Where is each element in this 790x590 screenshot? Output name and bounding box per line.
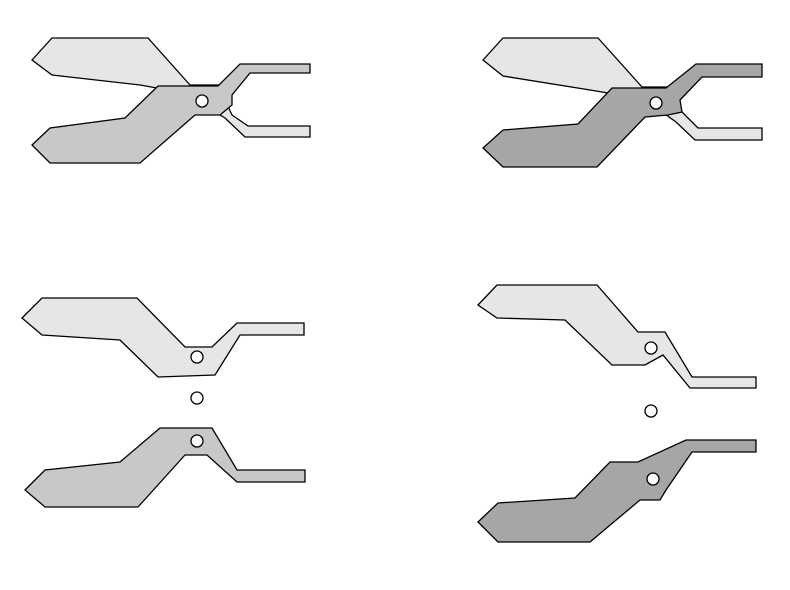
- upper-handle-part: [21, 297, 305, 378]
- pivot-pin: [644, 404, 658, 418]
- lower-handle-part: [31, 63, 311, 164]
- panel-assembled-medium: [31, 37, 311, 164]
- pivot-hole: [190, 350, 204, 364]
- lower-handle-part: [24, 427, 306, 508]
- pivot-hole: [649, 96, 663, 110]
- pivot-hole: [190, 434, 204, 448]
- pivot-pin: [190, 391, 204, 405]
- pivot-hole: [195, 94, 209, 108]
- upper-handle-part: [477, 284, 757, 389]
- panel-exploded-medium: [21, 297, 306, 508]
- pivot-hole: [646, 472, 660, 486]
- panel-exploded-dark: [477, 284, 757, 543]
- lower-handle-part: [477, 439, 757, 543]
- lower-handle-part: [482, 63, 763, 168]
- panel-assembled-dark: [482, 37, 763, 168]
- pivot-hole: [644, 341, 658, 355]
